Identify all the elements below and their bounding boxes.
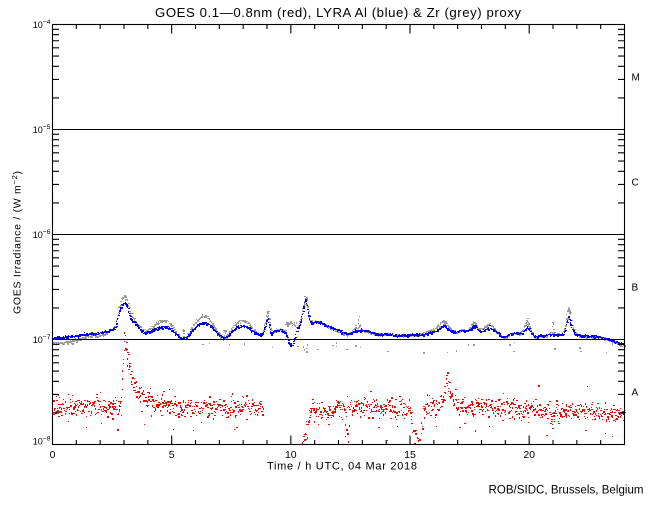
- svg-text:ROB/SIDC, Brussels, Belgium: ROB/SIDC, Brussels, Belgium: [489, 485, 644, 497]
- svg-text:20: 20: [523, 449, 535, 461]
- svg-text:15: 15: [404, 449, 416, 461]
- svg-text:10−6: 10−6: [33, 229, 51, 240]
- svg-text:B: B: [632, 283, 639, 294]
- svg-text:10−8: 10−8: [33, 435, 51, 446]
- svg-text:GOES 0.1—0.8nm (red), LYRA Al: GOES 0.1—0.8nm (red), LYRA Al (blue) & Z…: [155, 5, 521, 20]
- svg-text:10−4: 10−4: [33, 19, 51, 30]
- svg-text:10: 10: [285, 449, 297, 461]
- svg-text:GOES Irradiance / (W m−2): GOES Irradiance / (W m−2): [10, 171, 24, 314]
- svg-text:C: C: [632, 178, 639, 189]
- svg-text:Time / h UTC, 04 Mar 2018: Time / h UTC, 04 Mar 2018: [267, 461, 417, 473]
- svg-text:10−5: 10−5: [33, 124, 51, 135]
- svg-text:0: 0: [50, 449, 56, 461]
- svg-text:M: M: [632, 73, 640, 84]
- svg-text:10−7: 10−7: [33, 334, 51, 345]
- svg-text:5: 5: [169, 449, 175, 461]
- svg-text:A: A: [632, 388, 639, 399]
